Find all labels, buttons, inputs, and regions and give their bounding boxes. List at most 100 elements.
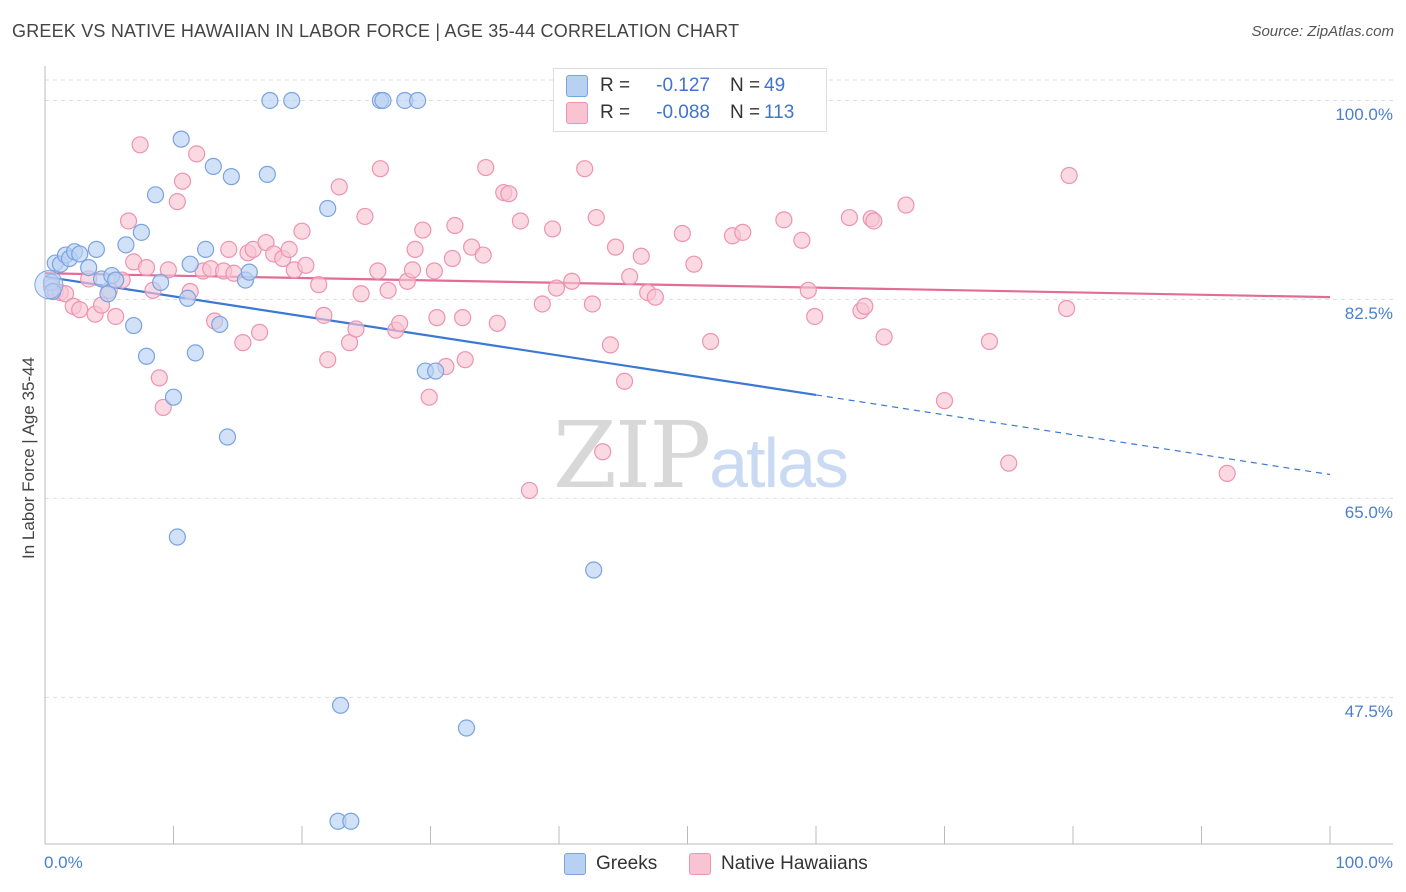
hawaiian-point bbox=[250, 323, 269, 341]
hawaiian-point bbox=[806, 307, 824, 326]
legend-row-hawaiians: R = -0.088 N = 113 bbox=[566, 100, 794, 126]
hawaiian-point bbox=[563, 272, 581, 290]
hawaiian-point bbox=[1060, 166, 1078, 185]
hawaiian-point bbox=[474, 246, 492, 264]
hawaiian-point bbox=[107, 307, 125, 326]
watermark-zip: ZIP bbox=[553, 402, 711, 509]
greek-point bbox=[107, 271, 125, 289]
greek-point bbox=[258, 165, 276, 183]
greek-point bbox=[585, 561, 603, 579]
hawaiian-point bbox=[980, 332, 999, 351]
hawaiian-point bbox=[391, 314, 409, 332]
legend-n-label: N = bbox=[730, 75, 761, 96]
hawaiian-point bbox=[601, 336, 620, 354]
greek-point bbox=[117, 236, 135, 254]
axis-lines bbox=[44, 66, 1393, 845]
hawaiian-point bbox=[71, 301, 89, 319]
legend-row-greeks: R = -0.127 N = 49 bbox=[566, 73, 785, 99]
y-tick-label: 47.5% bbox=[1344, 702, 1393, 722]
bottom-legend-hawaiians: Native Hawaiians bbox=[689, 852, 868, 876]
y-tick-label: 65.0% bbox=[1344, 503, 1393, 523]
legend-swatch-hawaiians bbox=[566, 102, 588, 124]
greek-point bbox=[211, 315, 229, 334]
hawaiian-point bbox=[420, 388, 438, 406]
hawaiian-point bbox=[606, 238, 625, 256]
greek-point bbox=[186, 344, 204, 362]
hawaiian-point bbox=[131, 136, 149, 154]
greek-point bbox=[261, 91, 279, 110]
greeks-trend-line bbox=[44, 275, 817, 397]
hawaiian-point bbox=[356, 207, 374, 226]
hawaiian-point bbox=[347, 320, 365, 338]
greek-point bbox=[204, 157, 222, 176]
hawaiian-point bbox=[583, 295, 602, 313]
hawaiian-point bbox=[615, 372, 634, 390]
legend-r-label: R = bbox=[600, 75, 631, 96]
hawaiian-point bbox=[673, 224, 691, 243]
hawaiian-point bbox=[425, 262, 443, 280]
legend-r-value-hawaiians: -0.088 bbox=[656, 102, 710, 123]
hawaiian-point bbox=[594, 443, 612, 461]
hawaiian-point bbox=[137, 258, 156, 277]
greek-point bbox=[168, 528, 186, 546]
hawaiian-point bbox=[188, 145, 206, 163]
greek-point bbox=[137, 347, 156, 365]
hawaiian-point bbox=[159, 261, 177, 279]
hawaiian-point bbox=[371, 160, 389, 178]
data-points bbox=[34, 91, 1236, 830]
hawaiian-point bbox=[154, 398, 172, 417]
greek-point bbox=[164, 388, 183, 406]
hawaiian-point bbox=[150, 369, 168, 387]
bottom-legend-label-greeks: Greeks bbox=[596, 853, 658, 874]
y-tick-label: 100.0% bbox=[1335, 105, 1393, 125]
greek-point bbox=[222, 168, 240, 186]
hawaiian-point bbox=[297, 256, 315, 274]
hawaiian-point bbox=[576, 160, 594, 178]
chart-title: GREEK VS NATIVE HAWAIIAN IN LABOR FORCE … bbox=[12, 21, 740, 41]
greek-point bbox=[87, 240, 106, 258]
hawaiian-point bbox=[234, 334, 252, 352]
hawaiian-point bbox=[500, 185, 518, 203]
hawaiian-point bbox=[477, 158, 495, 177]
x-tick-max: 100.0% bbox=[1335, 853, 1393, 872]
bottom-legend-swatch-hawaiians bbox=[689, 853, 711, 875]
greek-point bbox=[374, 91, 392, 110]
hawaiian-point bbox=[454, 309, 472, 327]
greek-point bbox=[152, 273, 170, 291]
hawaiian-point bbox=[293, 222, 311, 240]
hawaiian-point bbox=[543, 220, 562, 238]
greek-point bbox=[319, 199, 337, 218]
hawaiian-point bbox=[621, 268, 639, 286]
hawaiian-point bbox=[935, 392, 954, 410]
bottom-legend-greeks: Greeks bbox=[564, 852, 657, 876]
greek-point bbox=[71, 245, 89, 263]
hawaiian-point bbox=[897, 196, 915, 214]
greek-point bbox=[240, 263, 258, 281]
hawaiian-point bbox=[646, 288, 664, 306]
hawaiian-point bbox=[547, 279, 566, 297]
hawaiian-point bbox=[685, 255, 703, 273]
grid-lines bbox=[45, 79, 1393, 698]
greek-point bbox=[125, 316, 143, 335]
correlation-legend: R = -0.127 N = 49 R = -0.088 N = 113 bbox=[553, 68, 827, 132]
greek-point bbox=[132, 223, 150, 241]
greek-point bbox=[331, 696, 350, 714]
hawaiian-point bbox=[406, 240, 424, 258]
greek-point bbox=[457, 719, 476, 737]
hawaiian-point bbox=[446, 216, 464, 235]
hawaiian-point bbox=[119, 212, 138, 230]
greek-point bbox=[146, 186, 165, 204]
hawaiian-point bbox=[702, 332, 720, 351]
hawaiian-point bbox=[840, 208, 859, 227]
greek-point bbox=[172, 130, 190, 148]
hawaiian-point bbox=[865, 212, 883, 230]
legend-n-value-greeks: 49 bbox=[764, 75, 786, 96]
hawaiian-point bbox=[799, 281, 817, 299]
hawaiian-point bbox=[1218, 464, 1236, 482]
hawaiians-trend-line bbox=[44, 272, 1331, 299]
legend-r-label: R = bbox=[600, 102, 631, 123]
hawaiian-point bbox=[793, 231, 811, 249]
legend-r-value-greeks: -0.127 bbox=[656, 75, 710, 96]
greek-point bbox=[197, 240, 215, 258]
